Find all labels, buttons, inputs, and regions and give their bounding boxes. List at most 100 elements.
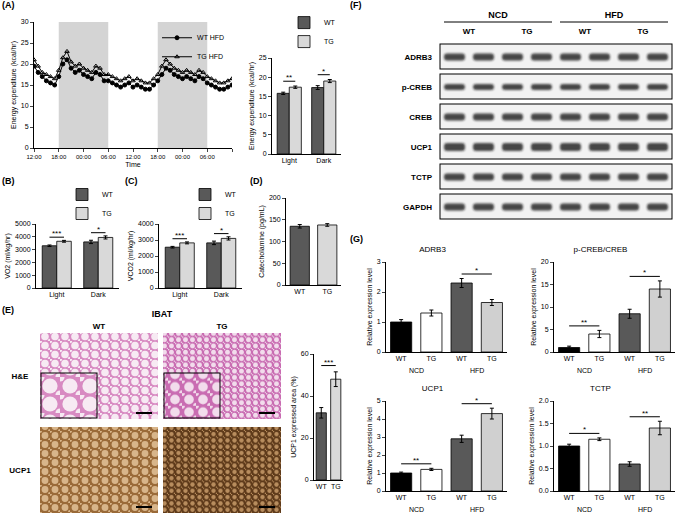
svg-text:*: *	[475, 266, 478, 275]
svg-text:4: 4	[377, 415, 381, 422]
svg-text:20: 20	[541, 258, 549, 265]
svg-text:10: 10	[21, 102, 29, 109]
svg-text:HFD: HFD	[638, 367, 652, 374]
svg-text:UCP1: UCP1	[411, 143, 433, 152]
svg-text:TG: TG	[637, 27, 648, 36]
svg-text:200: 200	[269, 194, 281, 201]
svg-text:TG: TG	[225, 210, 235, 217]
svg-text:**: **	[642, 409, 648, 418]
svg-text:NCD: NCD	[577, 367, 592, 374]
svg-text:UCP1 expressed area (%): UCP1 expressed area (%)	[290, 376, 298, 458]
svg-text:0: 0	[545, 348, 549, 355]
svg-text:Light: Light	[172, 291, 187, 299]
svg-text:TG: TG	[655, 355, 665, 362]
svg-text:2: 2	[377, 451, 381, 458]
svg-text:**: **	[286, 73, 292, 82]
svg-text:10: 10	[259, 112, 267, 119]
svg-text:Energy expenditure (kcal/hr): Energy expenditure (kcal/hr)	[10, 41, 18, 129]
svg-text:06:00: 06:00	[101, 154, 117, 160]
svg-text:TG: TG	[595, 494, 605, 501]
svg-text:1000: 1000	[15, 272, 31, 279]
svg-text:*: *	[220, 226, 223, 235]
svg-text:HFD: HFD	[470, 367, 484, 374]
svg-text:1: 1	[377, 469, 381, 476]
svg-text:VO2 (ml/kg/hr): VO2 (ml/kg/hr)	[4, 233, 12, 279]
svg-text:0: 0	[377, 487, 381, 494]
svg-text:Relative expression level: Relative expression level	[366, 268, 374, 346]
svg-text:10: 10	[541, 303, 549, 310]
svg-text:H&E: H&E	[12, 372, 30, 381]
svg-text:TG HFD: TG HFD	[197, 53, 223, 60]
svg-text:TCTP: TCTP	[590, 384, 611, 393]
svg-text:GAPDH: GAPDH	[403, 203, 432, 212]
svg-text:TG: TG	[427, 494, 437, 501]
svg-text:WT: WT	[225, 191, 237, 198]
svg-text:1.5: 1.5	[539, 420, 549, 427]
svg-text:00:00: 00:00	[76, 154, 92, 160]
svg-text:WT: WT	[93, 322, 106, 331]
svg-text:WT: WT	[294, 288, 306, 295]
svg-text:18:00: 18:00	[51, 154, 67, 160]
svg-text:TG: TG	[655, 494, 665, 501]
svg-text:WT: WT	[463, 27, 476, 36]
svg-text:**: **	[413, 456, 419, 465]
svg-text:0.0: 0.0	[539, 487, 549, 494]
svg-text:HFD: HFD	[605, 10, 624, 20]
svg-text:TG: TG	[595, 355, 605, 362]
svg-text:NCD: NCD	[409, 367, 424, 374]
svg-text:WT: WT	[564, 355, 576, 362]
svg-text:3: 3	[377, 258, 381, 265]
svg-text:1000: 1000	[138, 268, 154, 275]
svg-text:Relative expression level: Relative expression level	[528, 407, 536, 485]
svg-text:ADRB3: ADRB3	[419, 245, 446, 254]
svg-text:NCD: NCD	[577, 506, 592, 513]
svg-text:Dark: Dark	[316, 157, 331, 164]
svg-text:Time: Time	[125, 161, 140, 168]
svg-text:3: 3	[377, 433, 381, 440]
svg-text:WT: WT	[456, 355, 468, 362]
svg-text:150: 150	[269, 216, 281, 223]
svg-text:***: ***	[324, 358, 333, 367]
svg-text:TG: TG	[322, 288, 332, 295]
svg-text:***: ***	[52, 229, 61, 238]
svg-text:25: 25	[21, 39, 29, 46]
svg-text:TG: TG	[427, 355, 437, 362]
svg-text:*: *	[583, 425, 586, 434]
svg-text:1: 1	[377, 318, 381, 325]
svg-text:*: *	[643, 268, 646, 277]
svg-text:1.0: 1.0	[539, 442, 549, 449]
svg-text:*: *	[97, 225, 100, 234]
svg-text:WT: WT	[396, 355, 408, 362]
svg-text:Relative expression level: Relative expression level	[366, 407, 374, 485]
svg-text:Dark: Dark	[91, 291, 106, 298]
svg-text:WT: WT	[624, 494, 636, 501]
svg-text:*: *	[322, 67, 325, 76]
svg-text:p-CREB: p-CREB	[402, 83, 432, 92]
svg-text:100: 100	[269, 238, 281, 245]
svg-text:60: 60	[301, 350, 309, 357]
svg-text:4000: 4000	[15, 233, 31, 240]
svg-text:HFD: HFD	[638, 506, 652, 513]
svg-text:2000: 2000	[15, 259, 31, 266]
svg-text:WT: WT	[316, 483, 328, 490]
svg-text:30: 30	[21, 18, 29, 25]
svg-text:3000: 3000	[15, 246, 31, 253]
svg-text:WT: WT	[624, 355, 636, 362]
svg-text:2: 2	[377, 288, 381, 295]
svg-text:3000: 3000	[138, 236, 154, 243]
svg-text:WT: WT	[324, 19, 336, 26]
svg-text:*: *	[475, 396, 478, 405]
svg-text:IBAT: IBAT	[152, 309, 173, 319]
svg-text:NCD: NCD	[409, 506, 424, 513]
svg-text:06:00: 06:00	[200, 154, 216, 160]
svg-text:Light: Light	[49, 291, 64, 299]
svg-text:Relative expression level: Relative expression level	[530, 268, 538, 346]
svg-text:TG: TG	[324, 38, 334, 45]
svg-text:00:00: 00:00	[175, 154, 191, 160]
svg-text:p-CREB/CREB: p-CREB/CREB	[574, 245, 628, 254]
svg-text:0: 0	[277, 281, 281, 288]
svg-text:Energy expenditure (kcal/hr): Energy expenditure (kcal/hr)	[248, 62, 256, 150]
svg-text:25: 25	[259, 54, 267, 61]
svg-text:Dark: Dark	[214, 291, 229, 298]
svg-text:15: 15	[259, 93, 267, 100]
